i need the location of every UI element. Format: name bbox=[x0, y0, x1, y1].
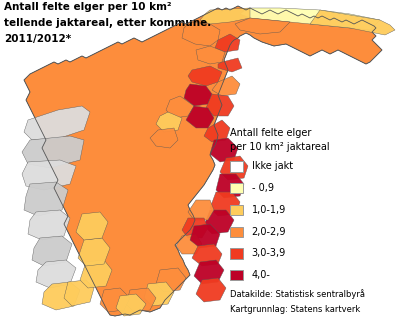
Polygon shape bbox=[204, 210, 234, 234]
Text: 2,0-2,9: 2,0-2,9 bbox=[252, 227, 286, 237]
Polygon shape bbox=[192, 244, 222, 266]
Polygon shape bbox=[116, 294, 146, 316]
Text: 4,0-: 4,0- bbox=[252, 270, 270, 280]
Polygon shape bbox=[196, 278, 226, 302]
Polygon shape bbox=[235, 18, 290, 34]
Polygon shape bbox=[206, 94, 234, 116]
Text: Datakilde: Statistisk sentralbyrå: Datakilde: Statistisk sentralbyrå bbox=[230, 289, 365, 299]
Text: Antall felte elger: Antall felte elger bbox=[230, 128, 311, 138]
Polygon shape bbox=[215, 34, 240, 52]
Polygon shape bbox=[200, 8, 250, 24]
Text: Antall felte elger per 10 km²: Antall felte elger per 10 km² bbox=[4, 2, 172, 12]
Polygon shape bbox=[186, 106, 214, 128]
Polygon shape bbox=[184, 84, 212, 106]
Polygon shape bbox=[212, 76, 240, 96]
Polygon shape bbox=[220, 156, 248, 180]
Text: tellende jaktareal, etter kommune.: tellende jaktareal, etter kommune. bbox=[4, 18, 211, 28]
Bar bbox=[230, 248, 243, 259]
Polygon shape bbox=[80, 260, 112, 288]
Polygon shape bbox=[24, 6, 382, 316]
Text: 1,0-1,9: 1,0-1,9 bbox=[252, 205, 286, 215]
Text: 2011/2012*: 2011/2012* bbox=[4, 34, 71, 44]
Polygon shape bbox=[240, 8, 380, 30]
Text: per 10 km² jaktareal: per 10 km² jaktareal bbox=[230, 142, 330, 152]
Text: Kartgrunnlag: Statens kartverk: Kartgrunnlag: Statens kartverk bbox=[230, 305, 360, 314]
Polygon shape bbox=[42, 282, 80, 310]
Polygon shape bbox=[210, 192, 240, 216]
Polygon shape bbox=[156, 112, 182, 132]
Polygon shape bbox=[22, 136, 84, 168]
Polygon shape bbox=[36, 260, 76, 288]
Polygon shape bbox=[156, 268, 186, 292]
Polygon shape bbox=[126, 288, 156, 312]
Polygon shape bbox=[100, 288, 130, 312]
Text: Ikke jakt: Ikke jakt bbox=[252, 161, 293, 172]
Polygon shape bbox=[76, 212, 108, 240]
Polygon shape bbox=[22, 160, 76, 190]
Polygon shape bbox=[166, 96, 194, 118]
Bar bbox=[230, 205, 243, 215]
Bar bbox=[230, 183, 243, 193]
Polygon shape bbox=[32, 236, 72, 266]
Polygon shape bbox=[196, 46, 225, 64]
Polygon shape bbox=[182, 22, 220, 46]
Polygon shape bbox=[28, 210, 70, 240]
Polygon shape bbox=[176, 234, 202, 254]
Polygon shape bbox=[216, 174, 244, 198]
Text: 3,0-3,9: 3,0-3,9 bbox=[252, 248, 286, 259]
Text: - 0,9: - 0,9 bbox=[252, 183, 274, 193]
Polygon shape bbox=[210, 138, 238, 162]
Bar bbox=[230, 161, 243, 172]
Polygon shape bbox=[190, 224, 220, 248]
Polygon shape bbox=[64, 280, 94, 306]
Polygon shape bbox=[218, 58, 242, 72]
Polygon shape bbox=[182, 218, 208, 238]
Polygon shape bbox=[144, 282, 174, 306]
Polygon shape bbox=[150, 128, 178, 148]
Bar bbox=[230, 227, 243, 237]
Polygon shape bbox=[194, 260, 224, 284]
Polygon shape bbox=[188, 66, 222, 86]
Polygon shape bbox=[310, 10, 395, 35]
Polygon shape bbox=[24, 106, 90, 140]
Polygon shape bbox=[24, 182, 68, 216]
Polygon shape bbox=[204, 120, 230, 142]
Polygon shape bbox=[188, 200, 214, 220]
Bar bbox=[230, 270, 243, 280]
Polygon shape bbox=[78, 238, 110, 266]
